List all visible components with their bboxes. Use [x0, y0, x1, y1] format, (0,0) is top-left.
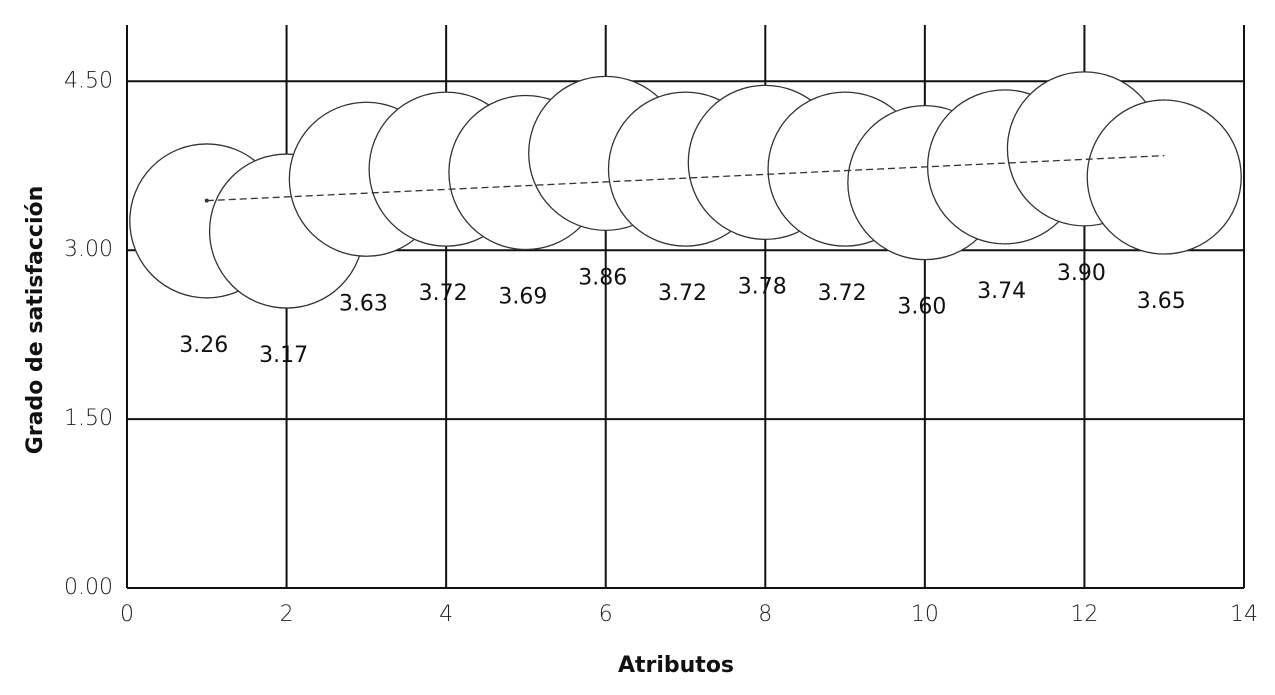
x-tick-label: 12: [1070, 602, 1098, 627]
x-tick-label: 10: [911, 602, 939, 627]
data-label: 3.74: [977, 279, 1026, 304]
x-tick-label: 6: [599, 602, 613, 627]
y-tick-label: 0.00: [64, 575, 113, 600]
data-label: 3.72: [658, 281, 707, 306]
x-tick-label: 8: [758, 602, 772, 627]
x-tick-label: 2: [280, 602, 294, 627]
data-label: 3.60: [897, 295, 946, 320]
bubble: [1086, 99, 1242, 255]
x-tick-label: 4: [439, 602, 453, 627]
data-label: 3.72: [419, 281, 468, 306]
data-label: 3.69: [498, 285, 547, 310]
trendline-start: [204, 198, 209, 203]
y-tick-label: 4.50: [64, 68, 113, 93]
y-axis-title: Grado de satisfacción: [23, 186, 48, 455]
data-label: 3.63: [339, 291, 388, 316]
data-label: 3.26: [179, 333, 228, 358]
data-label: 3.17: [259, 343, 308, 368]
x-axis-title: Atributos: [618, 653, 734, 678]
trendline: [206, 154, 1165, 202]
x-tick-label: 14: [1230, 602, 1258, 627]
data-label: 3.65: [1137, 289, 1186, 314]
x-tick-label: 0: [120, 602, 134, 627]
y-tick-label: 3.00: [64, 237, 113, 262]
data-label: 3.72: [818, 281, 867, 306]
data-label: 3.90: [1057, 261, 1106, 286]
data-label: 3.78: [738, 274, 787, 299]
y-tick-label: 1.50: [64, 406, 113, 431]
data-label: 3.86: [578, 265, 627, 290]
